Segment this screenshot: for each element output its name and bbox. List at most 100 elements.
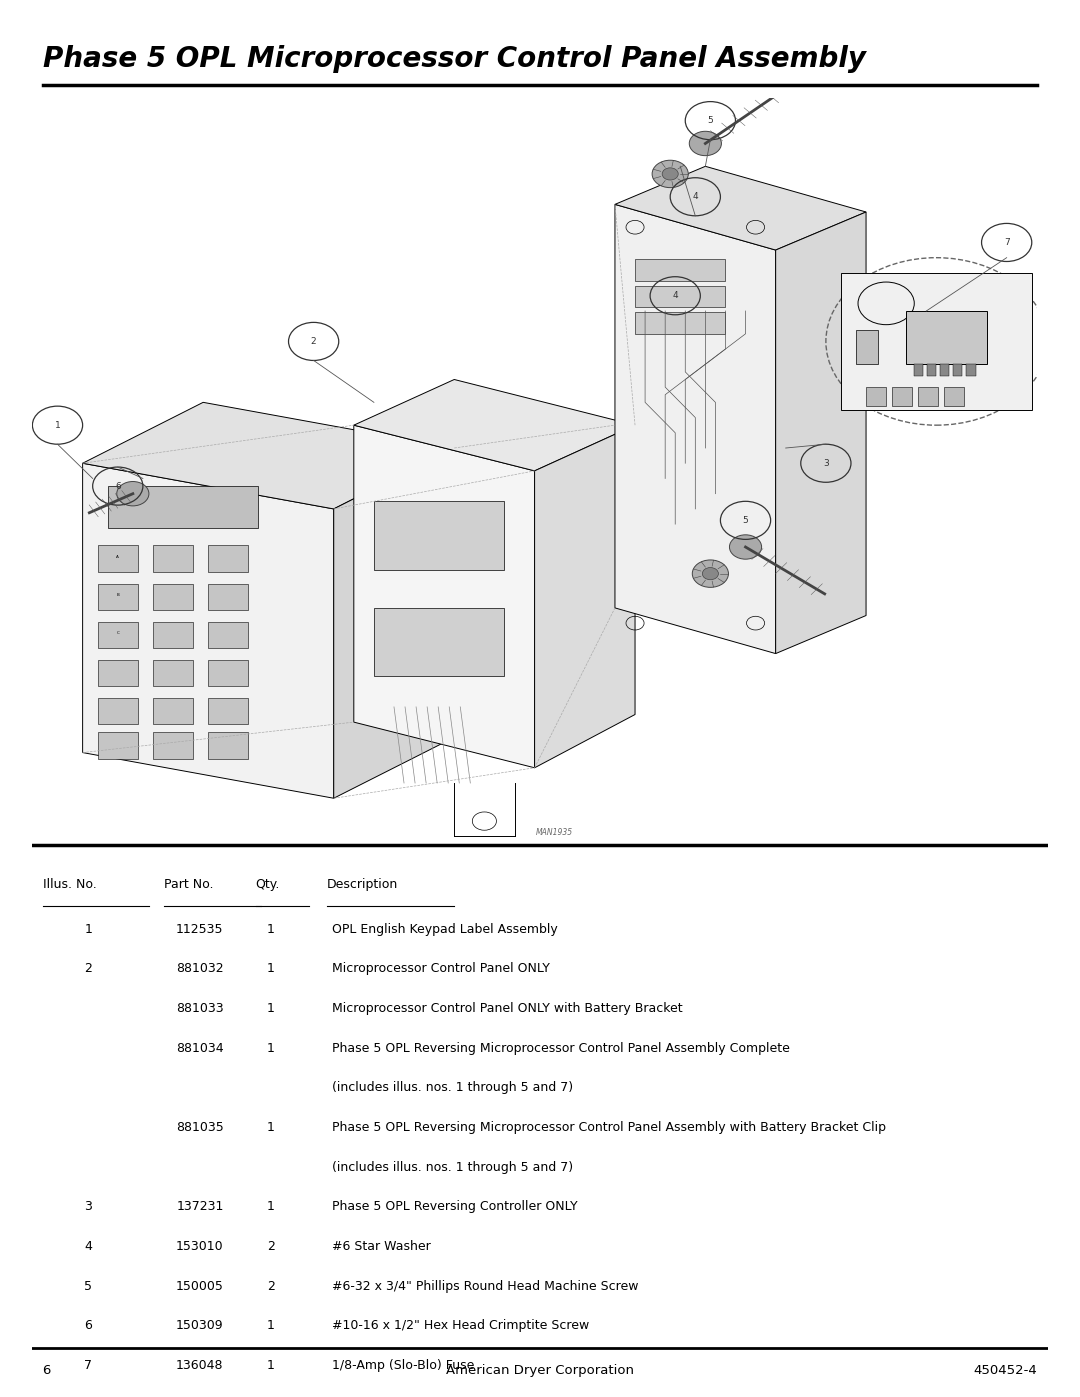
Bar <box>153 697 193 725</box>
Text: 1: 1 <box>267 1359 275 1372</box>
Text: C: C <box>117 631 119 636</box>
Bar <box>97 697 138 725</box>
Text: 1: 1 <box>84 922 92 936</box>
Text: 3: 3 <box>823 458 828 468</box>
Bar <box>928 365 936 376</box>
Text: 1: 1 <box>267 1319 275 1333</box>
Text: 7: 7 <box>84 1359 92 1372</box>
Text: 1: 1 <box>267 1042 275 1055</box>
Text: Description: Description <box>327 877 399 891</box>
Text: 881033: 881033 <box>176 1002 224 1014</box>
Bar <box>153 545 193 573</box>
Bar <box>954 365 962 376</box>
Bar <box>918 387 939 407</box>
Text: 1: 1 <box>267 1120 275 1134</box>
Text: 881035: 881035 <box>176 1120 224 1134</box>
Bar <box>906 312 987 365</box>
Bar <box>97 545 138 573</box>
Bar <box>208 584 248 610</box>
Bar <box>97 659 138 686</box>
Text: 2: 2 <box>311 337 316 346</box>
Bar <box>374 502 504 570</box>
Text: 136048: 136048 <box>176 1359 224 1372</box>
Circle shape <box>729 535 761 559</box>
Text: Phase 5 OPL Microprocessor Control Panel Assembly: Phase 5 OPL Microprocessor Control Panel… <box>43 45 866 73</box>
Bar <box>208 732 248 759</box>
Text: American Dryer Corporation: American Dryer Corporation <box>446 1363 634 1377</box>
Text: Phase 5 OPL Reversing Microprocessor Control Panel Assembly Complete: Phase 5 OPL Reversing Microprocessor Con… <box>332 1042 789 1055</box>
Circle shape <box>702 567 718 580</box>
Text: (includes illus. nos. 1 through 5 and 7): (includes illus. nos. 1 through 5 and 7) <box>332 1081 573 1094</box>
Bar <box>97 584 138 610</box>
Bar <box>97 622 138 648</box>
Bar <box>841 272 1031 409</box>
Text: 1: 1 <box>267 1200 275 1213</box>
Text: 5: 5 <box>707 116 713 126</box>
Bar <box>153 659 193 686</box>
Text: 881032: 881032 <box>176 963 224 975</box>
Text: A: A <box>117 555 119 559</box>
Text: #6-32 x 3/4" Phillips Round Head Machine Screw: #6-32 x 3/4" Phillips Round Head Machine… <box>332 1280 638 1292</box>
Text: 4: 4 <box>84 1241 92 1253</box>
Text: (includes illus. nos. 1 through 5 and 7): (includes illus. nos. 1 through 5 and 7) <box>332 1161 573 1173</box>
Bar <box>635 286 726 307</box>
Text: B: B <box>117 592 119 597</box>
Text: 6: 6 <box>84 1319 92 1333</box>
Circle shape <box>692 560 728 587</box>
Text: 112535: 112535 <box>176 922 224 936</box>
Bar <box>208 622 248 648</box>
Bar <box>208 659 248 686</box>
Bar <box>944 387 964 407</box>
Polygon shape <box>83 402 455 509</box>
Bar <box>941 365 949 376</box>
Bar <box>153 732 193 759</box>
Text: Phase 5 OPL Reversing Microprocessor Control Panel Assembly with Battery Bracket: Phase 5 OPL Reversing Microprocessor Con… <box>332 1120 886 1134</box>
Circle shape <box>117 482 149 506</box>
Bar <box>208 697 248 725</box>
Polygon shape <box>83 464 334 798</box>
Text: Illus. No.: Illus. No. <box>42 877 96 891</box>
Text: 1: 1 <box>267 1002 275 1014</box>
Bar <box>635 260 726 281</box>
Polygon shape <box>334 448 455 798</box>
Polygon shape <box>615 204 775 654</box>
Text: Qty.: Qty. <box>256 877 280 891</box>
Text: 881034: 881034 <box>176 1042 224 1055</box>
Text: 4: 4 <box>692 193 698 201</box>
Text: Microprocessor Control Panel ONLY: Microprocessor Control Panel ONLY <box>332 963 550 975</box>
Bar <box>915 365 923 376</box>
Text: 150309: 150309 <box>176 1319 224 1333</box>
Bar <box>635 313 726 334</box>
Text: 1/8-Amp (Slo-Blo) Fuse: 1/8-Amp (Slo-Blo) Fuse <box>332 1359 474 1372</box>
Polygon shape <box>535 425 635 768</box>
Text: 150005: 150005 <box>176 1280 224 1292</box>
Text: 6: 6 <box>42 1363 51 1377</box>
Bar <box>856 330 878 365</box>
Text: 2: 2 <box>267 1241 275 1253</box>
Text: 153010: 153010 <box>176 1241 224 1253</box>
Text: #6 Star Washer: #6 Star Washer <box>332 1241 431 1253</box>
Text: 4: 4 <box>673 291 678 300</box>
Text: 3: 3 <box>84 1200 92 1213</box>
Circle shape <box>652 161 688 187</box>
Bar <box>866 387 887 407</box>
Text: 1: 1 <box>267 922 275 936</box>
Text: 450452-4: 450452-4 <box>974 1363 1038 1377</box>
Polygon shape <box>354 380 635 471</box>
Bar <box>892 387 913 407</box>
Bar <box>153 622 193 648</box>
Bar <box>108 486 258 528</box>
Text: 6: 6 <box>114 482 121 490</box>
Text: Microprocessor Control Panel ONLY with Battery Bracket: Microprocessor Control Panel ONLY with B… <box>332 1002 683 1014</box>
Circle shape <box>662 168 678 180</box>
Text: OPL English Keypad Label Assembly: OPL English Keypad Label Assembly <box>332 922 557 936</box>
Text: MAN1935: MAN1935 <box>536 828 573 837</box>
Bar <box>374 608 504 676</box>
Text: 5: 5 <box>84 1280 92 1292</box>
Circle shape <box>689 131 721 155</box>
Bar <box>97 732 138 759</box>
Bar <box>153 584 193 610</box>
Text: 2: 2 <box>267 1280 275 1292</box>
Text: 5: 5 <box>743 515 748 525</box>
Text: 7: 7 <box>1003 237 1010 247</box>
